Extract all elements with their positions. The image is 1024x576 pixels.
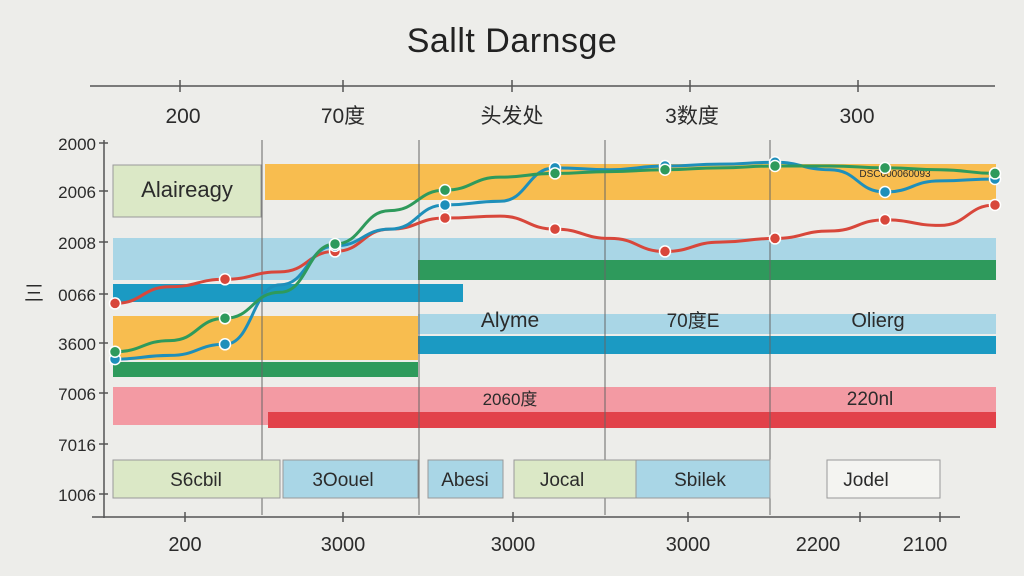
y-tick-label: 0066 (58, 286, 96, 305)
bottom-label: 2200 (796, 534, 841, 556)
data-point (988, 167, 1002, 180)
y-tick-label: 3600 (58, 335, 96, 354)
y-side-mark: 三 (24, 283, 44, 305)
header-ticks (179, 80, 859, 92)
box-label: Jodel (843, 470, 888, 491)
data-point (548, 222, 562, 236)
band-label: 70度E (667, 310, 720, 332)
data-point (768, 232, 782, 245)
series-line (114, 164, 996, 354)
band-label: Alyme (481, 309, 539, 332)
chart-title: Sallt Darnsge (406, 22, 618, 60)
data-point (878, 213, 892, 227)
data-point (658, 245, 672, 258)
box-label: Jocal (540, 470, 584, 491)
band-label: DSC000060093 (859, 169, 931, 180)
top-label: 70度 (321, 105, 365, 128)
data-point (218, 273, 232, 286)
data-point (328, 237, 342, 251)
data-point (548, 167, 562, 180)
y-ticks: 2000 2006 2008 0066 3600 7006 7016 1006 (58, 135, 108, 505)
y-tick-label: 7016 (58, 436, 96, 455)
data-point (878, 161, 892, 175)
bottom-label: 3000 (491, 534, 536, 556)
top-label: 头发处 (481, 105, 544, 128)
y-tick-label: 2008 (58, 234, 96, 253)
band-green-mid (113, 362, 418, 377)
gridlines (261, 140, 771, 515)
y-tick-label: 2006 (58, 183, 96, 202)
y-tick-label: 7006 (58, 385, 96, 404)
data-point (658, 163, 672, 176)
bottom-label: 3000 (321, 534, 366, 556)
band-green-top (418, 260, 996, 280)
band-label: 220nl (847, 389, 894, 410)
band-red (268, 412, 996, 428)
data-point (218, 338, 232, 351)
band-yellow-mid (113, 316, 418, 360)
series-layer (108, 156, 1002, 366)
data-point (878, 185, 892, 199)
box-label: 3Oouel (312, 470, 373, 491)
data-point (438, 183, 452, 197)
band-blue-dark (113, 284, 463, 302)
band-blue-mid (418, 314, 996, 334)
data-point (988, 198, 1002, 212)
top-label: 3数度 (665, 105, 719, 128)
bottom-boxes (112, 459, 941, 499)
data-point (108, 345, 122, 358)
y-tick-label: 2000 (58, 135, 96, 154)
band-label: Alaireagy (141, 177, 233, 202)
top-label: 200 (165, 105, 200, 128)
y-tick-label: 1006 (58, 486, 96, 505)
data-point (108, 297, 122, 310)
bottom-label: 2100 (903, 534, 948, 556)
box-label: Abesi (441, 470, 489, 491)
box-top-left (112, 164, 262, 218)
x-ticks (184, 512, 941, 522)
data-point (218, 312, 232, 325)
data-point (768, 159, 782, 173)
data-point (438, 211, 452, 225)
box-label: S6cbil (170, 470, 222, 491)
band-label: 2060度 (483, 390, 538, 409)
box-label: Sbilek (674, 470, 726, 491)
top-label: 300 (839, 105, 874, 128)
band-blue-dark-2 (418, 336, 996, 354)
data-point (438, 198, 452, 212)
bottom-label: 3000 (666, 534, 711, 556)
bottom-label: 200 (168, 534, 201, 556)
band-label: Olierg (851, 310, 904, 332)
